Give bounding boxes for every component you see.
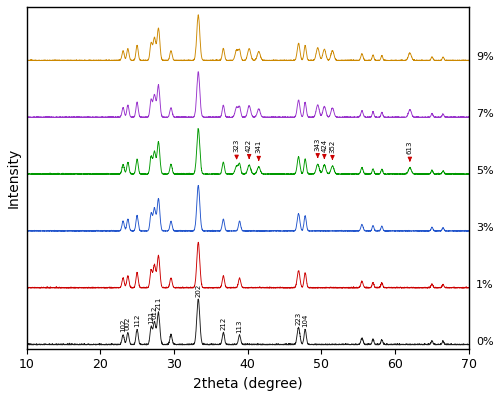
Text: 7%: 7% [476,109,494,119]
Text: 002: 002 [125,317,131,330]
Text: 012: 012 [152,306,158,319]
Text: 9%: 9% [476,53,494,62]
Text: 212: 212 [220,317,226,330]
Text: 1%: 1% [476,280,494,290]
Text: 102: 102 [120,319,126,332]
Text: 424: 424 [322,139,328,152]
Y-axis label: Intensity: Intensity [7,148,21,208]
Text: 613: 613 [407,141,413,154]
Text: 121: 121 [148,311,154,324]
Text: 211: 211 [156,296,162,310]
Text: 104: 104 [302,314,308,327]
Text: 5%: 5% [476,166,494,176]
Text: 112: 112 [134,314,140,327]
Text: 3%: 3% [476,223,494,233]
Text: 422: 422 [246,139,252,152]
Text: 341: 341 [256,140,262,154]
Text: 113: 113 [236,319,242,333]
Text: 223: 223 [296,312,302,325]
X-axis label: 2theta (degree): 2theta (degree) [193,377,302,391]
Text: 343: 343 [314,137,320,151]
Text: 352: 352 [330,139,336,152]
Text: 202: 202 [196,283,202,297]
Text: 323: 323 [234,139,239,152]
Text: 0%: 0% [476,337,494,347]
